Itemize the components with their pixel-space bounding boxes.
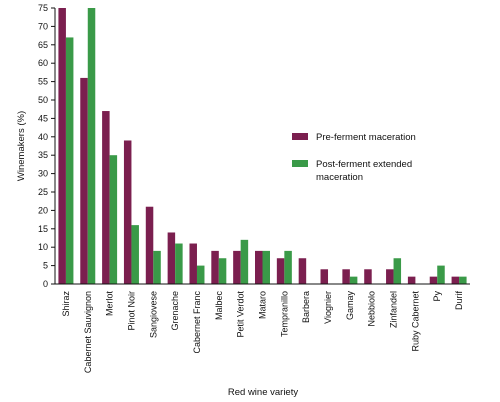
x-category-label: Pinot Noir bbox=[126, 291, 136, 331]
x-axis-title: Red wine variety bbox=[228, 387, 298, 398]
bar-post-ferment bbox=[109, 155, 118, 284]
y-tick-label: 75 bbox=[38, 3, 48, 13]
y-tick-label: 50 bbox=[38, 95, 48, 105]
bar-pre-ferment bbox=[233, 250, 241, 284]
y-tick-label: 35 bbox=[38, 150, 48, 160]
x-category-label: Sangiovese bbox=[148, 291, 158, 338]
bar-post-ferment bbox=[196, 265, 205, 284]
y-tick-label: 5 bbox=[43, 261, 48, 271]
x-category-label: Nebbiolo bbox=[367, 291, 377, 327]
bar-pre-ferment bbox=[276, 258, 285, 284]
y-tick-label: 10 bbox=[38, 242, 48, 252]
legend-swatch-post-ferment bbox=[292, 160, 308, 167]
bar-post-ferment bbox=[393, 258, 402, 284]
bar-post-ferment bbox=[87, 8, 96, 284]
bar-pre-ferment bbox=[298, 258, 307, 284]
y-tick-label: 15 bbox=[38, 224, 48, 234]
y-axis-title: Winemakers (%) bbox=[16, 111, 27, 181]
legend-swatch-pre-ferment bbox=[292, 133, 308, 140]
y-tick-label: 70 bbox=[38, 21, 48, 31]
bar-pre-ferment bbox=[58, 8, 66, 284]
bar-pre-ferment bbox=[189, 243, 197, 284]
bar-pre-ferment bbox=[102, 111, 110, 284]
bar-post-ferment bbox=[153, 250, 161, 284]
bar-post-ferment bbox=[437, 265, 445, 284]
x-category-label: Ruby Cabernet bbox=[410, 291, 420, 352]
x-category-label: Mataro bbox=[258, 291, 268, 319]
bar-pre-ferment bbox=[407, 276, 416, 284]
bar-pre-ferment bbox=[364, 269, 372, 284]
legend-label-post-ferment: Post-ferment extended maceration bbox=[316, 159, 415, 183]
bar-pre-ferment bbox=[320, 269, 329, 284]
bar-pre-ferment bbox=[386, 269, 394, 284]
x-category-label: Merlot bbox=[105, 291, 115, 317]
y-tick-label: 0 bbox=[43, 279, 48, 289]
x-category-label: Grenache bbox=[170, 291, 180, 331]
x-category-label: Cabernet Sauvignon bbox=[83, 291, 93, 373]
bar-post-ferment bbox=[284, 250, 292, 284]
x-category-label: Barbera bbox=[301, 291, 311, 323]
x-category-label: Py bbox=[432, 291, 442, 302]
x-category-label: Gamay bbox=[345, 291, 355, 321]
bar-pre-ferment bbox=[429, 276, 438, 284]
y-tick-label: 55 bbox=[38, 77, 48, 87]
y-tick-label: 30 bbox=[38, 169, 48, 179]
bar-post-ferment bbox=[175, 243, 183, 284]
x-category-label: Petit Verdot bbox=[236, 291, 246, 338]
x-category-label: Viognier bbox=[323, 291, 333, 324]
x-axis-category-labels: Shiraz Cabernet Sauvignon Merlot Pinot Noir… bbox=[61, 291, 464, 374]
bar-post-ferment bbox=[218, 258, 227, 284]
legend-label-post-ferment-line2: maceration bbox=[316, 172, 363, 183]
x-category-label: Shiraz bbox=[61, 291, 71, 317]
bar-pre-ferment bbox=[80, 77, 88, 284]
legend: Pre-ferment maceration Post-ferment exte… bbox=[292, 132, 416, 183]
y-tick-label: 65 bbox=[38, 40, 48, 50]
y-tick-label: 20 bbox=[38, 205, 48, 215]
y-tick-label: 60 bbox=[38, 58, 48, 68]
bar-pre-ferment bbox=[211, 250, 219, 284]
y-axis-ticks: 0 5 10 15 20 25 30 35 40 45 50 55 60 65 70 75 bbox=[38, 3, 55, 289]
bar-post-ferment bbox=[240, 239, 249, 284]
legend-label-pre-ferment: Pre-ferment maceration bbox=[316, 132, 416, 143]
bar-pre-ferment bbox=[123, 140, 132, 284]
x-category-label: Tempranillo bbox=[279, 291, 289, 337]
bar-group bbox=[58, 8, 467, 284]
y-tick-label: 45 bbox=[38, 113, 48, 123]
x-category-label: Zinfandel bbox=[389, 291, 399, 328]
bar-pre-ferment bbox=[342, 269, 350, 284]
bar-pre-ferment bbox=[255, 250, 263, 284]
bar-post-ferment bbox=[65, 37, 74, 284]
y-tick-label: 40 bbox=[38, 132, 48, 142]
bar-pre-ferment bbox=[145, 206, 154, 284]
y-tick-label: 25 bbox=[38, 187, 48, 197]
x-category-label: Cabernet Franc bbox=[192, 291, 202, 354]
bar-post-ferment bbox=[459, 276, 467, 284]
bar-post-ferment bbox=[262, 250, 270, 284]
bar-post-ferment bbox=[349, 276, 358, 284]
bar-pre-ferment bbox=[167, 232, 176, 284]
x-category-label: Durif bbox=[454, 291, 464, 311]
bar-post-ferment bbox=[131, 225, 139, 284]
x-category-label: Malbec bbox=[214, 291, 224, 321]
legend-label-post-ferment-line1: Post-ferment extended bbox=[316, 159, 412, 170]
bar-pre-ferment bbox=[451, 276, 460, 284]
